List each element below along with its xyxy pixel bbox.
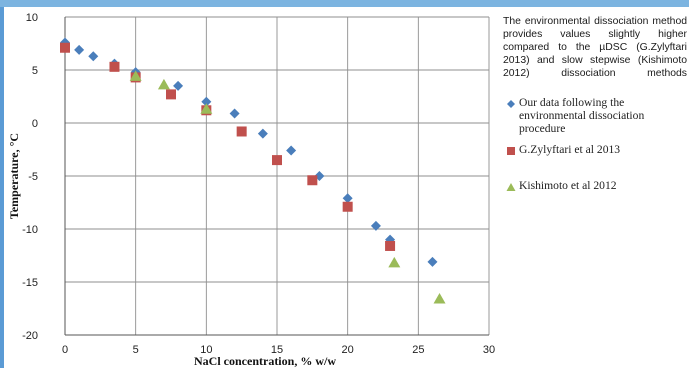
legend-item-kishimoto: Kishimoto et al 2012 bbox=[506, 179, 689, 192]
y-tick-label: -20 bbox=[22, 330, 38, 342]
series-0-diamond-point bbox=[427, 256, 438, 267]
series-2-triangle-point bbox=[200, 103, 213, 114]
series-0-diamond-point bbox=[370, 220, 381, 231]
x-tick-labels: 0 5 10 15 20 25 30 bbox=[62, 344, 495, 356]
series-2-triangle-point bbox=[433, 292, 446, 304]
triangle-marker-icon bbox=[506, 183, 516, 191]
x-axis-label: NaCl concentration, % w/w bbox=[194, 354, 336, 368]
series-0-diamond-point bbox=[201, 96, 212, 107]
series-0-diamond-point bbox=[229, 108, 240, 119]
axes bbox=[64, 17, 489, 336]
legend-item-our-data: Our data following the environmental dis… bbox=[506, 96, 689, 135]
left-frame-strip bbox=[0, 7, 4, 368]
top-frame-strip bbox=[0, 0, 689, 7]
x-tick-label: 25 bbox=[412, 344, 424, 356]
series-2-triangle-point bbox=[388, 256, 401, 268]
legend-label: G.Zylyftari et al 2013 bbox=[519, 143, 621, 156]
series-0-diamond-point bbox=[286, 145, 297, 156]
x-tick-label: 5 bbox=[133, 344, 139, 356]
series-2-triangle-point bbox=[129, 70, 142, 81]
scatter-chart: 10 5 0 -5 -10 -15 -20 0 5 10 15 20 25 30 NaCl concen… bbox=[7, 12, 495, 368]
x-tick-label: 10 bbox=[200, 344, 212, 356]
legend-item-zylyftari: G.Zylyftari et al 2013 bbox=[506, 143, 689, 156]
series-1-square-point bbox=[236, 126, 247, 137]
data-points bbox=[60, 37, 446, 304]
y-tick-label: -10 bbox=[22, 224, 38, 236]
grid-lines bbox=[64, 16, 490, 336]
series-1-square-point bbox=[307, 175, 318, 186]
annotation-text: The environmental dissociation method pr… bbox=[503, 16, 687, 79]
series-0-diamond-point bbox=[88, 51, 99, 62]
series-2-triangle-point bbox=[157, 78, 170, 90]
diamond-marker-icon bbox=[507, 100, 515, 108]
y-axis-label: Temperature, °C bbox=[7, 133, 21, 219]
series-0-diamond-point bbox=[74, 44, 85, 55]
y-tick-label: 5 bbox=[32, 65, 38, 77]
x-tick-label: 0 bbox=[62, 344, 68, 356]
series-0-diamond-point bbox=[342, 193, 353, 204]
y-tick-label: -15 bbox=[22, 277, 38, 289]
x-tick-label: 15 bbox=[271, 344, 283, 356]
y-tick-label: 0 bbox=[32, 118, 38, 130]
y-tick-label: -5 bbox=[28, 171, 38, 183]
series-1-square-point bbox=[109, 61, 120, 72]
series-0-diamond-point bbox=[257, 128, 268, 139]
x-tick-label: 30 bbox=[483, 344, 495, 356]
x-tick-label: 20 bbox=[342, 344, 354, 356]
y-tick-label: 10 bbox=[26, 12, 38, 24]
series-0-diamond-point bbox=[173, 80, 184, 91]
square-marker-icon bbox=[507, 147, 515, 155]
legend-label: Kishimoto et al 2012 bbox=[519, 179, 617, 192]
legend: Our data following the environmental dis… bbox=[506, 96, 689, 192]
y-tick-labels: 10 5 0 -5 -10 -15 -20 bbox=[22, 12, 38, 342]
series-1-square-point bbox=[272, 155, 282, 166]
series-1-square-point bbox=[342, 201, 353, 212]
series-1-square-point bbox=[166, 89, 176, 100]
series-1-square-point bbox=[385, 240, 396, 251]
series-1-square-point bbox=[60, 42, 70, 53]
legend-label: Our data following the environmental dis… bbox=[519, 96, 645, 135]
